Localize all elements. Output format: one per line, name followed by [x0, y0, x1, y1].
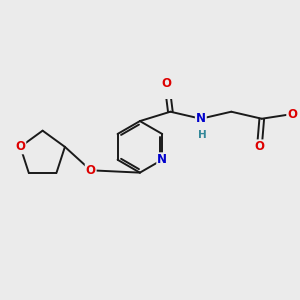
- Text: O: O: [86, 164, 96, 177]
- Text: N: N: [196, 112, 206, 125]
- Text: O: O: [162, 77, 172, 90]
- Text: N: N: [157, 153, 167, 166]
- Text: O: O: [287, 108, 297, 121]
- Text: O: O: [15, 140, 25, 153]
- Text: O: O: [254, 140, 264, 153]
- Text: H: H: [198, 130, 206, 140]
